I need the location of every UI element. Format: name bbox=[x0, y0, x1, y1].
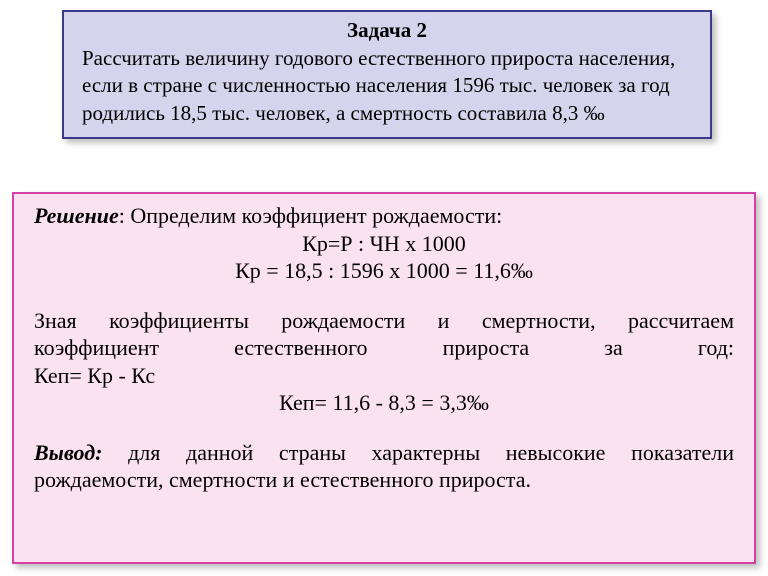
conclusion-line2: рождаемости, смертности и естественного … bbox=[34, 466, 734, 494]
solution-intro-text: : Определим коэффициент рождаемости: bbox=[119, 203, 503, 228]
task-body: Рассчитать величину годового естественно… bbox=[82, 45, 692, 127]
conclusion-line1-rest: для данной страны характерны невысокие п… bbox=[102, 440, 734, 465]
para2-line3: Кеп= Кр - Кс bbox=[34, 362, 734, 390]
formula-kr-calc: Кр = 18,5 : 1596 х 1000 = 11,6‰ bbox=[34, 257, 734, 285]
solution-panel: Решение: Определим коэффициент рождаемос… bbox=[12, 192, 756, 564]
spacer bbox=[34, 285, 734, 307]
formula-kep: Кеп= 11,6 - 8,3 = 3,3‰ bbox=[34, 389, 734, 417]
solution-label: Решение bbox=[34, 203, 119, 228]
conclusion-label: Вывод: bbox=[34, 440, 102, 465]
spacer-2 bbox=[34, 417, 734, 439]
solution-intro: Решение: Определим коэффициент рождаемос… bbox=[34, 202, 734, 230]
task-panel: Задача 2 Рассчитать величину годового ес… bbox=[62, 10, 712, 139]
para2-line2: коэффициент естественного прироста за го… bbox=[34, 334, 734, 362]
formula-kr-def: Кр=Р : ЧН х 1000 bbox=[34, 230, 734, 258]
conclusion-line1: Вывод: для данной страны характерны невы… bbox=[34, 439, 734, 467]
para2-line1: Зная коэффициенты рождаемости и смертнос… bbox=[34, 307, 734, 335]
task-title: Задача 2 bbox=[82, 18, 692, 43]
